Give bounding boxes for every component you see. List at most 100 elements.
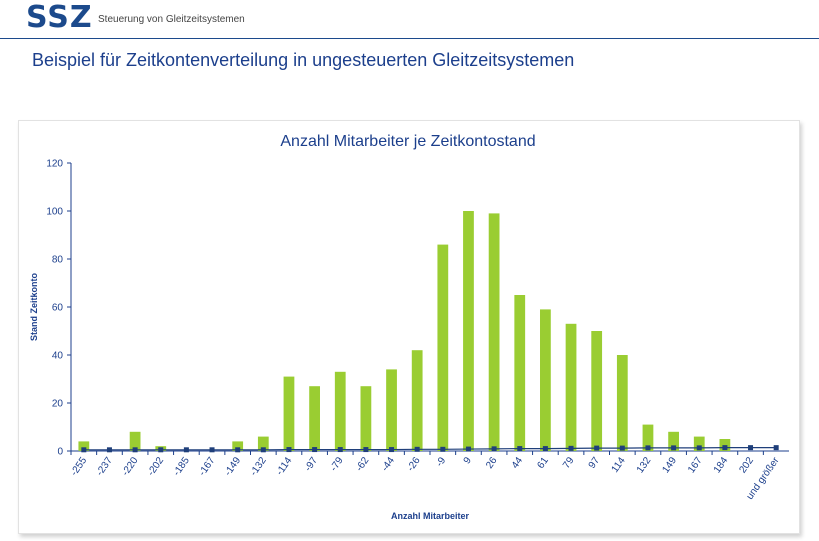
bar [616,355,628,451]
x-tick-label: -9 [434,455,448,469]
chart-title: Anzahl Mitarbeiter je Zeitkontostand [280,133,535,150]
marker-point [235,447,241,453]
marker-point [696,445,702,451]
marker-point [568,445,574,451]
bar [463,211,474,451]
bar [334,371,346,451]
marker-point [671,445,677,451]
x-tick-label: -44 [380,455,398,474]
x-tick-label: -79 [328,455,346,474]
x-tick-label: 132 [635,455,654,475]
y-tick-label: 40 [52,351,64,362]
y-axis: 0 20 40 60 80 100 120 [46,159,72,458]
chart-panel: Anzahl Mitarbeiter je Zeitkontostand 0 20… [18,120,800,534]
marker-point [183,447,189,453]
marker-point [132,447,138,453]
x-tick-label: -97 [303,455,321,474]
x-tick-label: 26 [484,455,500,471]
x-tick-label: -62 [354,455,372,474]
x-tick-label: -114 [274,455,294,477]
bar [488,213,500,451]
bar [591,331,603,451]
marker-point [440,446,446,452]
x-tick-label: 149 [660,455,679,475]
y-tick-label: 60 [52,303,64,314]
logo-text: SSZ [26,0,93,35]
bar [386,369,397,451]
x-axis-label: Anzahl Mitarbeiter [391,511,470,521]
bars [78,211,731,451]
marker-point [389,447,395,453]
y-tick-label: 120 [46,159,63,170]
bar [232,441,244,451]
bar [514,295,526,451]
x-tick-label: 114 [610,455,628,475]
marker-point [517,446,523,452]
y-axis-label: Stand Zeitkonto [29,273,39,341]
bar [719,439,731,451]
bar [257,436,269,451]
marker-point [414,446,420,452]
bar [437,244,449,451]
marker-point [158,447,164,453]
x-tick-label: -185 [171,455,192,478]
header-subtitle: Steuerung von Gleitzeitsystemen [98,14,245,25]
x-tick-label: -220 [120,455,141,478]
y-tick-label: 0 [57,447,63,458]
y-tick-label: 20 [52,399,64,410]
marker-point [619,445,625,451]
x-tick-label: -255 [69,455,90,478]
marker-point [465,446,471,452]
bar [642,424,654,451]
marker-point [645,445,651,451]
bar [309,386,320,451]
marker-point [81,447,87,453]
x-tick-label: 202 [737,455,756,475]
marker-point [209,447,215,453]
marker-point [363,447,369,453]
header-divider [0,38,819,39]
marker-point [722,445,728,451]
marker-point [542,446,548,452]
marker-point [106,447,112,453]
x-tick-label: 9 [462,455,474,466]
bar [78,441,90,451]
bar [693,436,705,451]
y-tick-label: 100 [46,207,63,218]
marker-point [594,445,600,451]
x-tick-label: -132 [248,455,269,478]
bar [565,323,577,451]
marker-point [260,447,266,453]
x-tick-label: -149 [223,455,244,478]
bar [540,309,551,451]
marker-point [312,447,318,453]
marker-point [286,447,292,453]
marker-point [773,445,779,451]
bar-chart: Anzahl Mitarbeiter je Zeitkontostand 0 20… [29,133,789,521]
x-tick-label: -202 [146,455,167,478]
x-tick-label: 167 [686,455,705,475]
bar [129,431,141,451]
x-tick-label: 97 [587,455,603,471]
x-axis: -255 -237 -220 -202 -185 -167 -149 -132 -114 -97-… [69,450,789,502]
x-tick-label: -167 [197,455,218,478]
bar [283,376,295,451]
y-tick-label: 80 [52,255,64,266]
x-tick-label: 44 [510,455,526,471]
ssz-logo: SSZ [26,0,93,35]
marker-series-line [83,447,777,451]
bar [411,350,423,451]
x-tick-label: -237 [94,455,115,478]
marker-series [81,445,779,453]
bar [360,386,372,451]
page-title: Beispiel für Zeitkontenverteilung in ung… [32,50,575,70]
marker-point [491,446,497,452]
x-tick-label: 184 [712,455,731,475]
header: SSZ Steuerung von Gleitzeitsystemen [0,0,819,40]
x-tick-label: 79 [561,455,577,471]
marker-point [337,447,343,453]
marker-point [748,445,754,451]
x-tick-label: 61 [535,455,551,471]
bar [668,431,679,451]
x-tick-label: -26 [405,455,423,474]
